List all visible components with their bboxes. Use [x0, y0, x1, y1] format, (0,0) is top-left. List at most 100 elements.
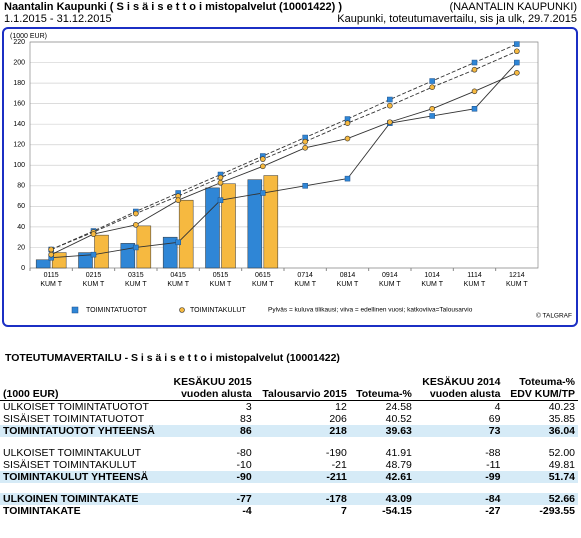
x-tick-line: KUM T [210, 281, 232, 288]
marker [175, 239, 181, 246]
bar [162, 236, 178, 269]
org: (NAANTALIN KAUPUNKI) [449, 1, 577, 13]
spacer-row [0, 437, 578, 447]
y-tick-label: 40 [17, 224, 25, 231]
plot-frame [29, 41, 539, 269]
table-cell: 39.63 [349, 425, 415, 437]
table-cell: TOIMINTAKATE [3, 505, 81, 517]
marker [387, 119, 393, 125]
bar [247, 179, 263, 269]
header-line: vuoden alusta [181, 388, 252, 400]
y-tick-label: 220 [13, 39, 25, 46]
legend-swatch [179, 307, 185, 313]
y-tick-label: 60 [17, 203, 25, 210]
x-tick-line: 0914 [382, 272, 398, 279]
table-cell: 86 [166, 425, 255, 437]
marker [514, 70, 520, 76]
x-tick-line: 0415 [170, 272, 186, 279]
table-cell: ULKOISET TOIMINTATUOTOT [3, 401, 149, 413]
chart-frame [2, 27, 578, 327]
marker [471, 66, 478, 73]
x-tick-line: 0615 [255, 272, 271, 279]
marker [260, 156, 266, 162]
column-header: Toteuma-% EDV KUM/TP [503, 376, 578, 401]
page-title: Naantalin Kaupunki ( S i s ä i s e t t o… [4, 1, 342, 13]
x-tick-label: 0115 KUM T [40, 272, 62, 288]
credit: © TALGRAF [536, 312, 572, 320]
table-cell: 12 [335, 401, 347, 413]
legend-swatch [71, 306, 79, 314]
table-cell: 52.00 [548, 447, 575, 459]
table-cell: -11 [486, 459, 501, 471]
marker [217, 197, 224, 203]
x-tick-line: KUM T [83, 281, 105, 288]
header-line: vuoden alusta [429, 388, 501, 400]
y-label: (1000 EUR) [10, 33, 47, 40]
table-cell: -178 [254, 493, 350, 505]
table-cell: 83 [240, 413, 252, 425]
bar [35, 259, 51, 269]
x-tick-label: 1014 KUM T [421, 272, 443, 288]
marker [387, 96, 393, 103]
marker [471, 106, 478, 112]
table-cell: -190 [325, 447, 347, 459]
x-tick-label: 0615 KUM T [252, 272, 274, 288]
header-line: EDV KUM/TP [510, 388, 575, 400]
table-cell: 73 [414, 425, 504, 437]
table-cell: 35.85 [548, 413, 575, 425]
x-tick-line: KUM T [294, 281, 316, 288]
table-cell: TOIMINTATUOTOT YHTEENSÄ [0, 425, 167, 437]
marker [260, 190, 266, 196]
y-tick-label: 120 [13, 142, 25, 149]
x-tick-line: 1014 [424, 272, 440, 279]
y-tick-label: 80 [17, 183, 25, 190]
x-tick-line: 1214 [509, 272, 525, 279]
marker [217, 174, 224, 181]
x-tick-line: KUM T [464, 281, 486, 288]
y-tick-label: 140 [13, 121, 25, 128]
legend-label: TOIMINTAKULUT [190, 307, 246, 314]
header-line: KESÄKUU 2015 [173, 376, 252, 388]
bar [120, 243, 136, 269]
table-cell: -211 [254, 471, 350, 483]
table-cell: 42.61 [349, 471, 415, 483]
x-tick-line: 0714 [297, 272, 313, 279]
marker [514, 59, 520, 66]
x-tick-line: 0515 [213, 272, 229, 279]
marker [302, 138, 308, 145]
chart: Naantalin Kaupunki ( S i s ä i s e t t o… [2, 1, 578, 327]
marker [471, 59, 478, 66]
marker [133, 222, 139, 228]
table-cell: ULKOISET TOIMINTAKULUT [3, 447, 142, 459]
header-line: (1000 EUR) [3, 388, 59, 400]
report: Kaupunki, toteutumavertailu, sis ja ulk,… [337, 13, 577, 25]
table-cell: 36.04 [503, 425, 578, 437]
table-row: TOIMINTAKULUT YHTEENSÄ -90 -211 42.61 -99 51.… [0, 471, 578, 483]
y-tick-label: 160 [13, 100, 25, 107]
budget-line [50, 50, 518, 250]
x-tick-label: 0714 KUM T [294, 272, 316, 288]
budget-line [50, 43, 518, 250]
x-tick-label: 0215 KUM T [83, 272, 105, 288]
marker [387, 102, 393, 109]
marker [48, 251, 54, 258]
column-header: Toteuma-% [350, 376, 415, 401]
header-line: Toteuma-% [356, 388, 412, 400]
bar [94, 234, 109, 269]
table-row: ULKOISET TOIMINTATUOTOT 3 12 24.58 4 40.23 [0, 401, 578, 414]
table-cell: 69 [488, 413, 501, 425]
y-tick-label: 200 [13, 59, 25, 66]
x-tick-line: 0315 [128, 272, 144, 279]
y-tick-label: 180 [13, 80, 25, 87]
table-section: TOTEUTUMAVERTAILU - S i s ä i s e t t o … [0, 352, 581, 517]
table-cell: 24.58 [385, 401, 412, 413]
marker [175, 197, 181, 203]
x-tick-label: 0914 KUM T [379, 272, 401, 288]
previous-year-line [50, 72, 518, 256]
x-tick-label: 0315 KUM T [125, 272, 147, 288]
table-cell: SISÄISET TOIMINTAKULUT [3, 459, 137, 471]
table-cell: -99 [414, 471, 504, 483]
table-cell: TOIMINTAKULUT YHTEENSÄ [0, 471, 167, 483]
column-header: Talousarvio 2015 [255, 376, 350, 401]
